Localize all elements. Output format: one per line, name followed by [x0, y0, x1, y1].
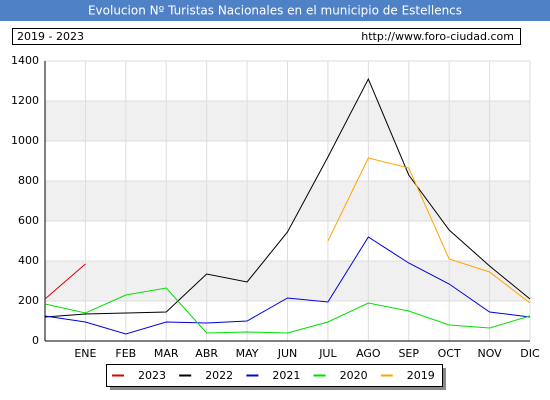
data-line	[44, 236, 531, 335]
legend-label: 2023	[138, 369, 166, 382]
legend	[106, 364, 443, 387]
y-tick-label: 600	[18, 214, 39, 227]
y-tick-label: 800	[18, 174, 39, 187]
x-tick-label: OCT	[438, 347, 461, 360]
y-tick-label: 1200	[11, 94, 39, 107]
source: http://www.foro-ciudad.com	[361, 30, 514, 43]
x-tick-label: ABR	[195, 347, 218, 360]
y-tick-label: 1000	[11, 134, 39, 147]
subtitle-box	[12, 28, 521, 45]
data-line	[327, 157, 531, 304]
title-bar	[0, 0, 550, 21]
x-tick-label: DIC	[520, 347, 540, 360]
x-tick-label: AGO	[356, 347, 381, 360]
legend-label: 2021	[272, 369, 300, 382]
y-tick-label: 400	[18, 254, 39, 267]
x-tick-label: MAY	[236, 347, 259, 360]
y-tick-label: 1400	[11, 54, 39, 67]
legend-label: 2022	[205, 369, 233, 382]
legend-label: 2019	[407, 369, 435, 382]
chart-title: Evolucion Nº Turistas Nacionales en el m…	[88, 4, 462, 18]
data-line	[44, 263, 86, 300]
subtitle: 2019 - 2023	[17, 30, 84, 43]
x-tick-label: MAR	[154, 347, 179, 360]
x-tick-label: ENE	[74, 347, 96, 360]
x-tick-label: FEB	[115, 347, 136, 360]
data-line	[44, 287, 531, 334]
x-tick-label: NOV	[477, 347, 502, 360]
x-tick-label: JUN	[277, 347, 298, 360]
x-tick-label: JUL	[318, 347, 337, 360]
legend-label: 2020	[340, 369, 368, 382]
x-tick-label: SEP	[398, 347, 419, 360]
y-tick-label: 0	[32, 334, 39, 347]
data-line	[44, 77, 531, 318]
y-tick-label: 200	[18, 294, 39, 307]
